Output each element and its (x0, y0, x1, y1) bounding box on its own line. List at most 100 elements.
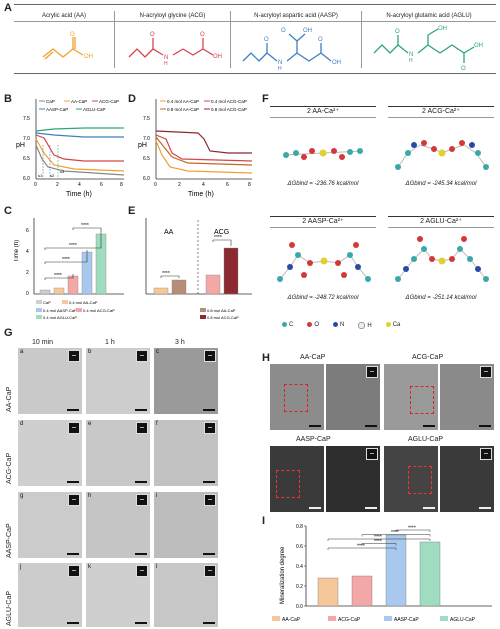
tem-tile-g: g (18, 492, 82, 558)
b-line-acg (35, 134, 124, 162)
b-xtick: 8 (120, 182, 123, 188)
i-bar-aa-cap (317, 577, 339, 607)
molecule-aa (283, 148, 363, 160)
complex-card-acg: 2 ACG-Ca²⁺ ΔGbind = -245.34 kcal/mol (388, 106, 494, 205)
aglu-oh-atom: OH (438, 26, 447, 32)
panel-label-g: G (4, 327, 13, 339)
e-bar-08-aa (171, 279, 187, 295)
g-col-label: 1 h (105, 339, 115, 346)
acg-h-atom: H (164, 61, 168, 67)
tem-h-acg-zoom (440, 364, 494, 430)
g-row-label: AGLU-CaP (6, 590, 13, 626)
aglu-n-atom: N (409, 52, 413, 58)
i-ytick: 0.0 (296, 604, 303, 610)
molecule-acg (395, 140, 489, 170)
b-xtick: 2 (56, 182, 59, 188)
d-legend-item: 0.4 mol AA-CaP (167, 99, 199, 104)
c-sig: **** (69, 243, 77, 249)
monomer-aglu: N-acryloyl glutamic acid (AGLU) O N H OH… (362, 11, 496, 72)
acg-o-atom: O (150, 32, 155, 38)
binding-energy: ΔGbind = -236.76 kcal/mol (287, 181, 359, 187)
i-legend-item: AASP-CaP (394, 617, 419, 623)
mineralization-chart: Mineralization degree 0.8 0.6 0.4 0.2 0.0 **… (272, 524, 492, 623)
i-sig-bracket (327, 547, 397, 550)
tem-tile-l: l (154, 563, 218, 627)
d-xtick: 4 (202, 182, 205, 188)
panel-label-f: F (262, 93, 269, 105)
tem-h-aasp-zoom (326, 446, 380, 512)
h-label: AGLU-CaP (408, 436, 444, 443)
aasp-o2-atom: O (281, 28, 286, 34)
i-ylabel: Mineralization degree (280, 546, 286, 604)
acg-oh-atom: OH (213, 54, 222, 60)
tem-h-acg-overview (384, 364, 438, 430)
b-marker-s3: s3 (60, 169, 65, 174)
tem-tile-e: e (86, 420, 150, 486)
i-legend-swatch (328, 616, 336, 621)
i-legend-swatch (440, 616, 448, 621)
e-bar-08-acg (223, 247, 239, 295)
e-legend-item: 0.8 mol AA-CaP (207, 308, 236, 313)
tem-h-aglu-overview (384, 446, 438, 512)
i-legend-item: ACG-CaP (338, 617, 361, 623)
molecule-aglu (395, 236, 489, 282)
tem-tile-f: f (154, 420, 218, 486)
c-legend-item: 0.4 mol AGLU-CaP (43, 315, 77, 320)
tem-h-aa-zoom (326, 364, 380, 430)
b-line-aa (35, 138, 125, 172)
i-ytick: 0.2 (296, 584, 303, 590)
d-xtick: 6 (226, 182, 229, 188)
b-line-cap (35, 144, 125, 176)
b-marker-s2: s2 (50, 173, 55, 178)
ph-chart-b: pH 7.5 7.0 6.5 6.0 0 2 4 6 8 Time (h) s1… (16, 99, 125, 198)
c-ytick: 4 (26, 249, 29, 255)
acg-o2-atom: O (200, 32, 205, 38)
panel-label-d: D (128, 93, 136, 105)
tem-h-aa-overview (270, 364, 324, 430)
monomer-aa-name: Acrylic acid (AA) (14, 13, 114, 22)
e-sig: **** (214, 235, 222, 241)
b-line-aglu (35, 127, 124, 132)
monomer-acg: N-acryloyl glycine (ACG) O N H O OH (115, 11, 231, 68)
complex-card-aasp: 2 AASP-Ca²⁺ ΔGbind = -248.72 kcal/mol (270, 216, 376, 317)
monomer-aglu-name: N-acryloyl glutamic acid (AGLU) (362, 13, 496, 22)
aglu-structure: O N H OH O OH (373, 26, 483, 72)
c-legend-item: CaP (43, 300, 51, 305)
atom-legend-h: H (358, 322, 372, 329)
b-ylabel: pH (16, 142, 25, 149)
b-xtick: 6 (100, 182, 103, 188)
monomer-acg-name: N-acryloyl glycine (ACG) (115, 13, 230, 22)
tem-tile-c: c (154, 348, 218, 414)
aa-o-atom: O (70, 32, 75, 38)
complex-card-aglu: 2 AGLU-Ca²⁺ ΔGbind = -251.14 kcal/mol (388, 216, 494, 317)
binding-energy: ΔGbind = -245.34 kcal/mol (405, 181, 477, 187)
aglu-o-atom: O (395, 29, 400, 35)
aasp-h-atom: H (278, 66, 282, 71)
b-ytick: 6.5 (23, 156, 30, 162)
e-group-label: ACG (214, 229, 229, 236)
c-bar-aa (53, 287, 65, 295)
g-col-label: 10 min (32, 339, 54, 346)
b-xlabel: Time (h) (66, 191, 92, 198)
e-sig: **** (162, 271, 170, 277)
e-legend-item: 0.8 mol ACG-CaP (207, 315, 239, 320)
aasp-oh2-atom: OH (332, 60, 341, 66)
b-legend-item: CaP (46, 99, 55, 104)
i-bar-aglu-cap (419, 541, 441, 607)
aasp-oh-atom: OH (303, 28, 312, 34)
panel-label-i: I (262, 515, 266, 527)
complex-card-aa: 2 AA-Ca²⁺ ΔGbind = -236.76 kcal/mol (270, 106, 376, 205)
d-ytick: 7.0 (143, 136, 150, 142)
monomer-aa: Acrylic acid (AA) O OH (14, 11, 115, 68)
binding-energy: ΔGbind = -248.72 kcal/mol (287, 295, 359, 301)
d-line-08-acg (155, 130, 252, 154)
d-xlabel: Time (h) (188, 191, 214, 198)
b-xtick: 0 (34, 182, 37, 188)
tem-tile-b: b (86, 348, 150, 414)
b-legend-item: AGLU-CaP (83, 107, 106, 112)
tem-tile-k: k (86, 563, 150, 627)
complex-title: 2 AA-Ca²⁺ (270, 106, 376, 118)
atom-legend: C O N H Ca (282, 322, 492, 329)
i-ytick: 0.4 (296, 564, 303, 570)
c-bar-cap (39, 289, 51, 295)
